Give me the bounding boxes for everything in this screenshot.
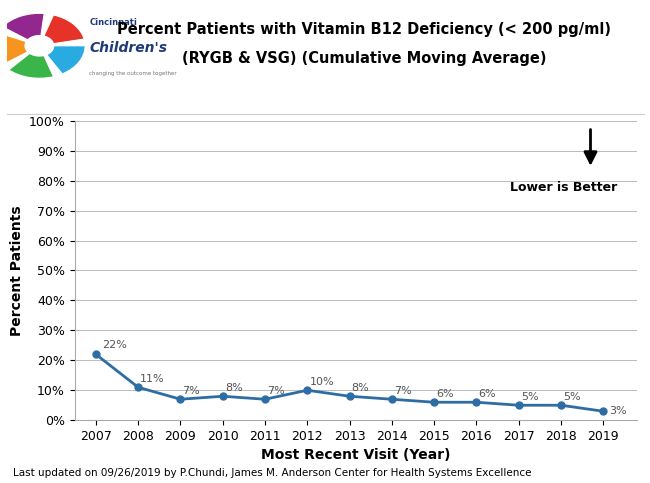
Text: 7%: 7% <box>394 385 411 396</box>
Wedge shape <box>8 46 53 78</box>
Text: 8%: 8% <box>225 383 242 393</box>
Wedge shape <box>40 46 85 74</box>
Text: 5%: 5% <box>521 392 538 402</box>
Text: Cincinnati: Cincinnati <box>90 18 137 27</box>
Text: 6%: 6% <box>436 389 454 398</box>
Text: Lower is Better: Lower is Better <box>510 181 618 194</box>
Y-axis label: Percent Patients: Percent Patients <box>10 205 23 336</box>
Wedge shape <box>0 32 40 65</box>
Text: 10%: 10% <box>309 377 334 387</box>
Text: 3%: 3% <box>610 406 627 416</box>
Text: Percent Patients with Vitamin B12 Deficiency (< 200 pg/ml): Percent Patients with Vitamin B12 Defici… <box>117 22 611 37</box>
Circle shape <box>25 36 54 56</box>
Text: 8%: 8% <box>352 383 369 393</box>
Text: 22%: 22% <box>102 341 127 351</box>
Text: (RYGB & VSG) (Cumulative Moving Average): (RYGB & VSG) (Cumulative Moving Average) <box>182 51 546 66</box>
Text: Children's: Children's <box>90 41 168 55</box>
Text: 7%: 7% <box>267 385 285 396</box>
Text: changing the outcome together: changing the outcome together <box>90 71 177 76</box>
Text: 7%: 7% <box>183 385 200 396</box>
Text: 6%: 6% <box>478 389 496 398</box>
Text: Last updated on 09/26/2019 by P.Chundi, James M. Anderson Center for Health Syst: Last updated on 09/26/2019 by P.Chundi, … <box>13 468 532 478</box>
Text: 11%: 11% <box>140 374 165 384</box>
Wedge shape <box>3 14 44 46</box>
Wedge shape <box>40 15 84 46</box>
X-axis label: Most Recent Visit (Year): Most Recent Visit (Year) <box>261 449 450 463</box>
Text: 5%: 5% <box>563 392 580 402</box>
